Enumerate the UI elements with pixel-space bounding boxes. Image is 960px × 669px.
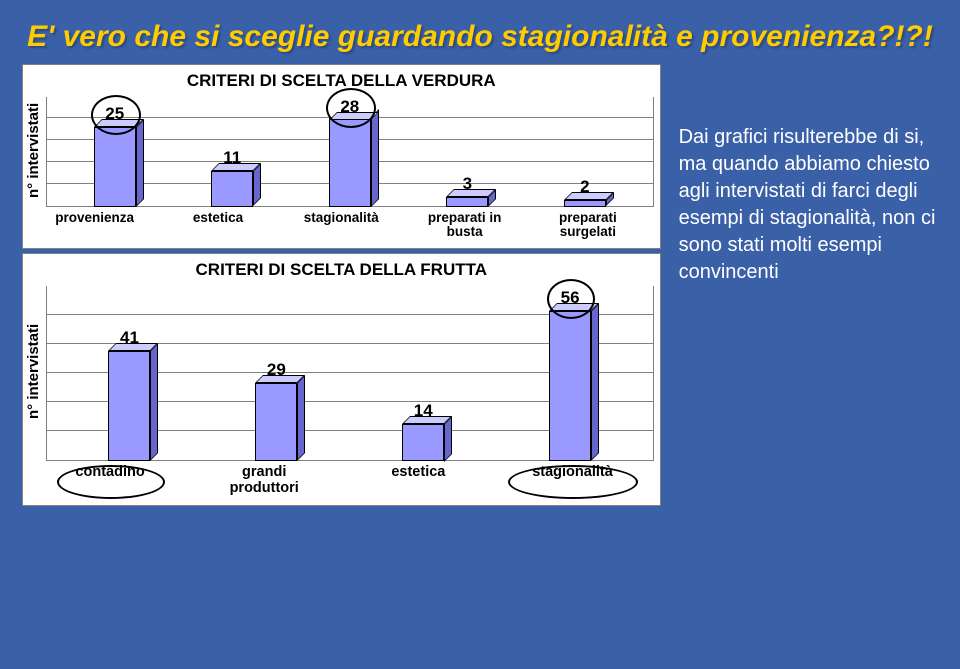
chart-title: CRITERI DI SCELTA DELLA FRUTTA	[23, 254, 660, 282]
highlight-ellipse	[57, 465, 165, 499]
bar-value: 29	[267, 360, 286, 380]
bar: 29	[203, 286, 350, 461]
charts-column: CRITERI DI SCELTA DELLA VERDURA n° inter…	[22, 64, 661, 507]
x-category: estetica	[156, 211, 279, 241]
x-category: estetica	[341, 465, 495, 497]
y-axis-label: n° intervistati	[23, 93, 44, 207]
bar-value: 3	[463, 174, 472, 194]
slide: E' vero che si sceglie guardando stagion…	[0, 0, 960, 669]
bar: 3	[409, 97, 527, 207]
chart-verdura: CRITERI DI SCELTA DELLA VERDURA n° inter…	[22, 64, 661, 250]
highlight-ellipse	[91, 95, 141, 135]
bar-value: 11	[223, 148, 241, 168]
x-category: provenienza	[33, 211, 156, 241]
highlight-ellipse	[326, 88, 376, 128]
annotation-text: Dai grafici risulterebbe di si, ma quand…	[679, 64, 938, 507]
bar: 41	[56, 286, 203, 461]
bar-value: 14	[414, 401, 433, 421]
highlight-ellipse	[547, 279, 595, 319]
x-category: grandiproduttori	[187, 465, 341, 497]
bar-value: 41	[120, 328, 139, 348]
x-category: preparatisurgelati	[526, 211, 649, 241]
x-category: stagionalità	[280, 211, 403, 241]
bar: 2	[526, 97, 644, 207]
x-axis-categories: provenienzaesteticastagionalitàpreparati…	[23, 207, 660, 249]
bar: 11	[174, 97, 292, 207]
chart-frutta: CRITERI DI SCELTA DELLA FRUTTA n° interv…	[22, 253, 661, 506]
y-axis-label: n° intervistati	[23, 282, 44, 461]
x-category: preparati inbusta	[403, 211, 526, 241]
bar-value: 2	[580, 177, 589, 197]
bar: 14	[350, 286, 497, 461]
page-title: E' vero che si sceglie guardando stagion…	[22, 18, 938, 56]
content-row: CRITERI DI SCELTA DELLA VERDURA n° inter…	[22, 64, 938, 507]
